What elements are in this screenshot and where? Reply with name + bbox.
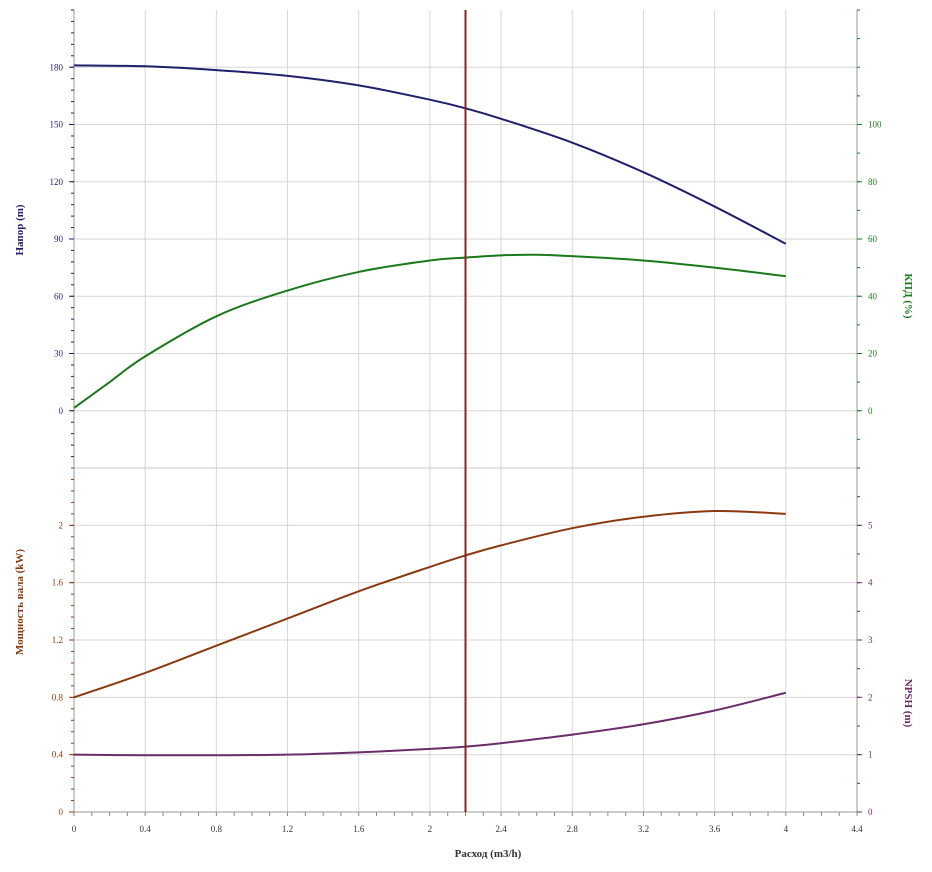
x-tick-label: 3.2 xyxy=(638,824,649,834)
left-tick-label: 0.8 xyxy=(52,692,64,702)
right-tick-label: 0 xyxy=(868,406,873,416)
right-tick-label: 0 xyxy=(868,807,873,817)
series-line-1-right xyxy=(73,691,787,757)
left-tick-label: 60 xyxy=(54,291,64,301)
series xyxy=(73,10,787,812)
x-axis-label: Расход (m3/h) xyxy=(455,848,522,860)
right-tick-label: 100 xyxy=(868,120,882,130)
x-tick-label: 0 xyxy=(72,824,77,834)
right-tick-label: 3 xyxy=(868,635,873,645)
left-tick-label: 1.6 xyxy=(52,578,64,588)
x-tick-label: 0.8 xyxy=(211,824,223,834)
x-tick-label: 2.4 xyxy=(495,824,507,834)
top-left-axis-label: Напор (m) xyxy=(14,204,26,255)
series-line-0-left xyxy=(73,64,787,245)
x-tick-label: 1.6 xyxy=(353,824,365,834)
left-tick-label: 180 xyxy=(50,62,64,72)
x-tick-label: 3.6 xyxy=(709,824,721,834)
left-tick-label: 30 xyxy=(54,349,64,359)
axes xyxy=(69,9,862,816)
series-line-1-left xyxy=(73,509,786,699)
x-tick-label: 1.2 xyxy=(282,824,293,834)
right-tick-label: 40 xyxy=(868,291,878,301)
right-tick-label: 1 xyxy=(868,750,873,760)
left-tick-label: 150 xyxy=(50,120,64,130)
x-tick-label: 2.8 xyxy=(567,824,579,834)
left-tick-label: 120 xyxy=(50,177,64,187)
top-right-axis-label: КПД (%) xyxy=(902,273,914,319)
left-tick-label: 0.4 xyxy=(52,750,64,760)
right-tick-label: 80 xyxy=(868,177,878,187)
right-tick-label: 5 xyxy=(868,520,873,530)
left-tick-label: 90 xyxy=(54,234,64,244)
right-tick-label: 4 xyxy=(868,578,873,588)
x-tick-label: 4.4 xyxy=(851,824,863,834)
x-tick-label: 2 xyxy=(428,824,433,834)
left-tick-label: 0 xyxy=(59,406,64,416)
left-tick-label: 2 xyxy=(59,520,64,530)
bottom-right-axis-label: NPSH (m) xyxy=(902,679,914,728)
bottom-left-axis-label: Мощность вала (kW) xyxy=(14,549,26,655)
left-tick-label: 1.2 xyxy=(52,635,63,645)
right-tick-label: 2 xyxy=(868,692,873,702)
right-tick-label: 60 xyxy=(868,234,878,244)
left-tick-label: 0 xyxy=(59,807,64,817)
tick-labels: 0 0.4 0.8 1.2 1.6 2 2.4 2.8 3.2 3.6 4 4.40306090120… xyxy=(50,62,883,834)
x-tick-label: 0.4 xyxy=(140,824,152,834)
right-tick-label: 20 xyxy=(868,349,878,359)
x-tick-label: 4 xyxy=(784,824,789,834)
series-line-0-right xyxy=(73,253,786,409)
